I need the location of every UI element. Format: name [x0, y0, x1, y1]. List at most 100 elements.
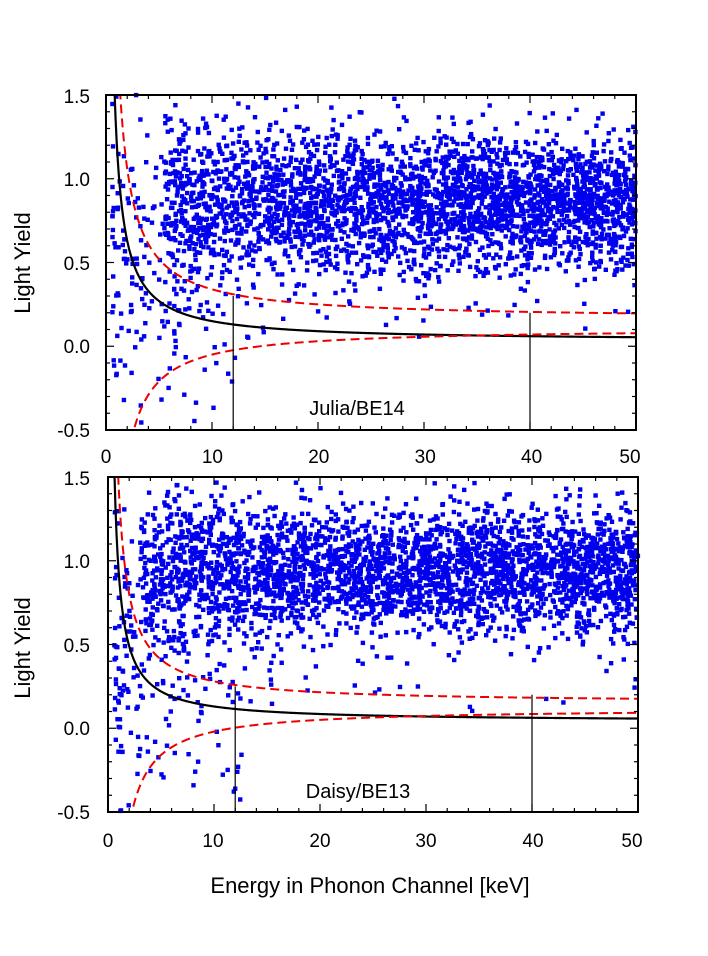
scatter-point [214, 113, 219, 118]
scatter-point [610, 247, 615, 253]
scatter-point [163, 216, 168, 222]
scatter-point [572, 199, 577, 205]
scatter-point [242, 205, 247, 210]
scatter-point [268, 122, 273, 128]
scatter-point [372, 525, 377, 530]
scatter-point [147, 652, 153, 658]
scatter-point [577, 503, 582, 508]
x-tick-label: 10 [202, 447, 223, 468]
scatter-point [251, 285, 256, 290]
scatter-point [248, 191, 253, 196]
scatter-point [399, 613, 404, 618]
scatter-point [240, 125, 245, 130]
scatter-point [513, 140, 519, 145]
scatter-point [219, 202, 224, 207]
scatter-point [415, 215, 421, 220]
scatter-point [590, 583, 595, 588]
scatter-point [418, 212, 424, 218]
scatter-point [497, 140, 503, 145]
scatter-point [188, 555, 193, 560]
scatter-point [159, 202, 164, 207]
scatter-point [387, 590, 392, 595]
scatter-point [544, 221, 549, 226]
scatter-point [308, 572, 313, 577]
scatter-point [467, 226, 473, 231]
scatter-point [399, 189, 405, 195]
scatter-point [397, 222, 402, 227]
scatter-point [369, 630, 375, 635]
scatter-point [547, 242, 553, 247]
scatter-point [420, 220, 425, 226]
scatter-point [195, 284, 200, 289]
scatter-point [211, 239, 217, 245]
scatter-point [139, 276, 145, 282]
scatter-point [507, 161, 512, 167]
scatter-point [494, 225, 499, 230]
scatter-point [165, 319, 170, 325]
scatter-point [571, 172, 576, 177]
scatter-point [557, 218, 562, 223]
scatter-point [315, 558, 321, 564]
scatter-point [346, 279, 352, 284]
scatter-point [568, 153, 573, 158]
scatter-point [616, 164, 622, 169]
scatter-point [271, 267, 276, 272]
scatter-point [466, 120, 471, 126]
scatter-point [618, 137, 623, 143]
scatter-point [239, 147, 244, 152]
scatter-point [114, 293, 119, 298]
scatter-point [508, 201, 514, 206]
scatter-point [602, 184, 608, 190]
scatter-point [468, 194, 473, 200]
scatter-point [198, 177, 203, 182]
scatter-point [442, 526, 447, 531]
scatter-point [556, 192, 561, 197]
scatter-point [389, 144, 394, 149]
scatter-point [186, 145, 191, 150]
scatter-point [482, 270, 487, 276]
scatter-point [460, 183, 465, 189]
scatter-point [247, 211, 252, 216]
scatter-point [589, 164, 594, 169]
scatter-point [622, 191, 628, 196]
scatter-point [469, 236, 475, 241]
scatter-point [365, 262, 371, 268]
scatter-point [625, 251, 631, 257]
scatter-point [619, 259, 624, 264]
scatter-point [601, 532, 606, 537]
scatter-point [178, 630, 183, 636]
scatter-point [587, 564, 592, 569]
scatter-point [459, 598, 464, 603]
scatter-point [595, 532, 600, 537]
scatter-point [218, 149, 223, 154]
scatter-point [472, 573, 478, 579]
scatter-point [235, 206, 240, 211]
scatter-point [272, 211, 277, 217]
scatter-point [447, 197, 452, 202]
scatter-point [427, 246, 432, 251]
scatter-point [200, 116, 206, 121]
scatter-point [163, 169, 169, 174]
scatter-point [518, 271, 523, 277]
scatter-point [274, 227, 279, 233]
scatter-point [208, 231, 213, 237]
scatter-point [416, 184, 421, 189]
scatter-point [471, 167, 477, 173]
scatter-point [324, 135, 329, 141]
scatter-point [623, 176, 628, 181]
scatter-point [532, 187, 538, 192]
scatter-point [561, 587, 566, 593]
scatter-point [229, 150, 234, 155]
scatter-point [596, 222, 601, 227]
scatter-point [606, 164, 611, 169]
scatter-point [213, 185, 218, 190]
scatter-point [618, 195, 623, 200]
scatter-point [549, 545, 554, 551]
scatter-point [190, 241, 195, 246]
scatter-point [354, 552, 359, 558]
scatter-point [412, 189, 417, 194]
scatter-point [206, 222, 211, 228]
scatter-point [479, 312, 485, 317]
scatter-point [371, 200, 376, 205]
